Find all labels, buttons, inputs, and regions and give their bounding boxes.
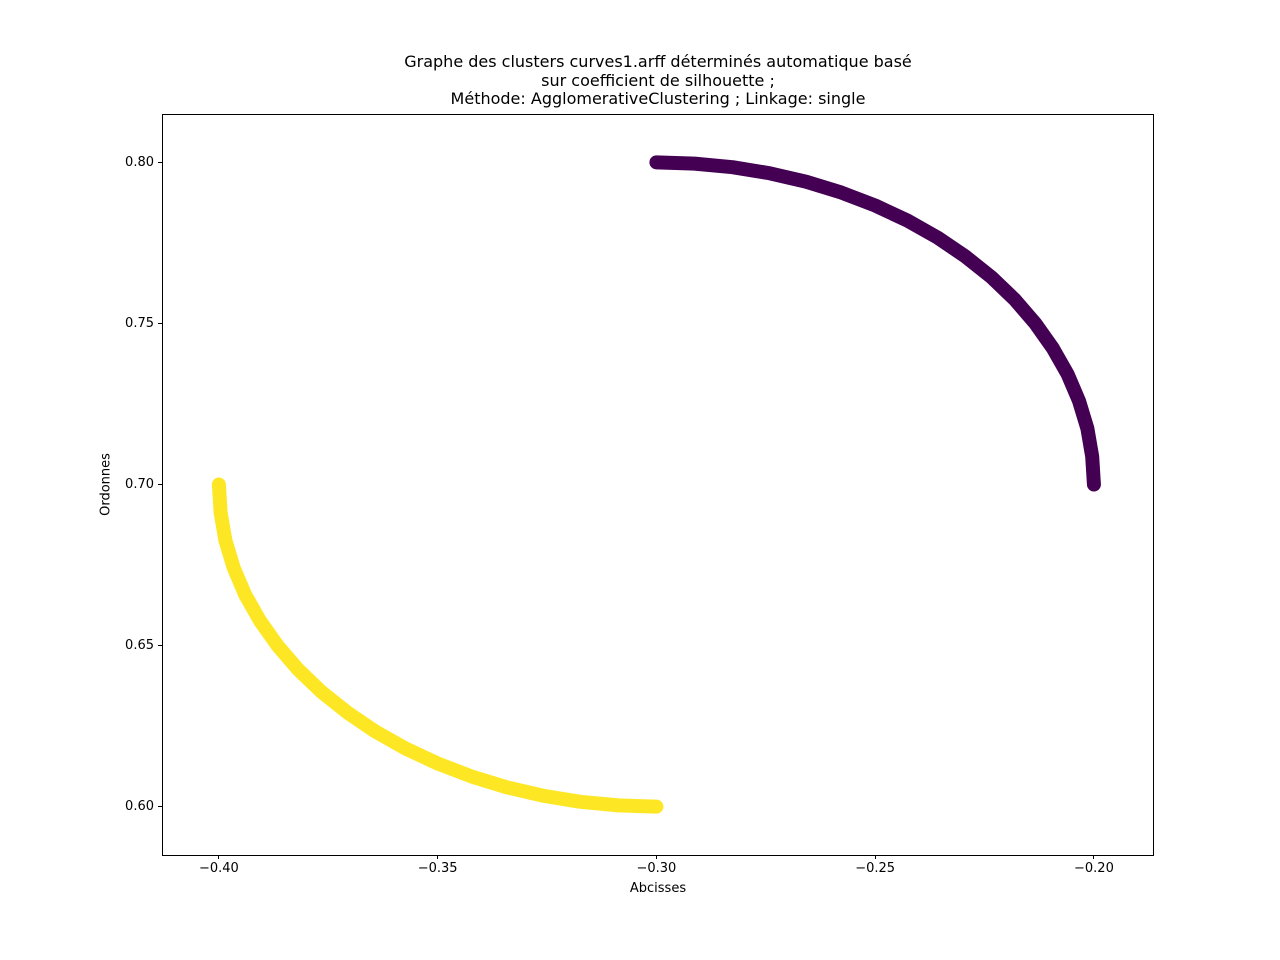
y-tick-label: 0.65 <box>125 638 154 654</box>
x-tick-label: −0.20 <box>1074 861 1114 876</box>
x-axis-label: Abcisses <box>629 881 687 896</box>
plot-area <box>162 114 1154 856</box>
x-tick-mark <box>655 855 657 859</box>
x-tick-label: −0.35 <box>417 861 458 876</box>
chart-title-line-2: sur coefficient de silhouette ; <box>541 70 775 90</box>
y-tick-mark <box>158 484 162 485</box>
y-tick-label: 0.70 <box>125 477 154 492</box>
chart-title-line-3: Méthode: AgglomerativeClustering ; Linka… <box>450 89 866 109</box>
y-tick-label: 0.75 <box>125 315 154 331</box>
y-tick-mark <box>158 322 162 324</box>
chart-title-line-1: Graphe des clusters curves1.arff détermi… <box>404 52 912 71</box>
scatter-plot-canvas <box>211 155 1101 814</box>
x-tick-label: −0.30 <box>636 861 677 876</box>
cluster-0-purple-arc <box>649 155 1101 492</box>
x-tick-mark <box>874 855 876 859</box>
x-tick-mark <box>437 855 439 859</box>
y-tick-mark <box>158 161 162 163</box>
y-axis-label: Ordonnes <box>98 453 114 516</box>
y-tick-label: 0.60 <box>125 799 154 815</box>
x-tick-mark <box>1093 855 1095 859</box>
y-tick-mark <box>158 806 162 808</box>
x-tick-mark <box>218 855 220 859</box>
cluster-1-yellow-arc <box>211 477 664 814</box>
x-tick-label: −0.40 <box>198 861 239 876</box>
x-tick-label: −0.25 <box>855 861 896 876</box>
y-tick-label: 0.80 <box>125 154 154 170</box>
y-tick-mark <box>158 645 162 647</box>
chart-title: Graphe des clusters curves1.arff détermi… <box>162 52 1154 109</box>
